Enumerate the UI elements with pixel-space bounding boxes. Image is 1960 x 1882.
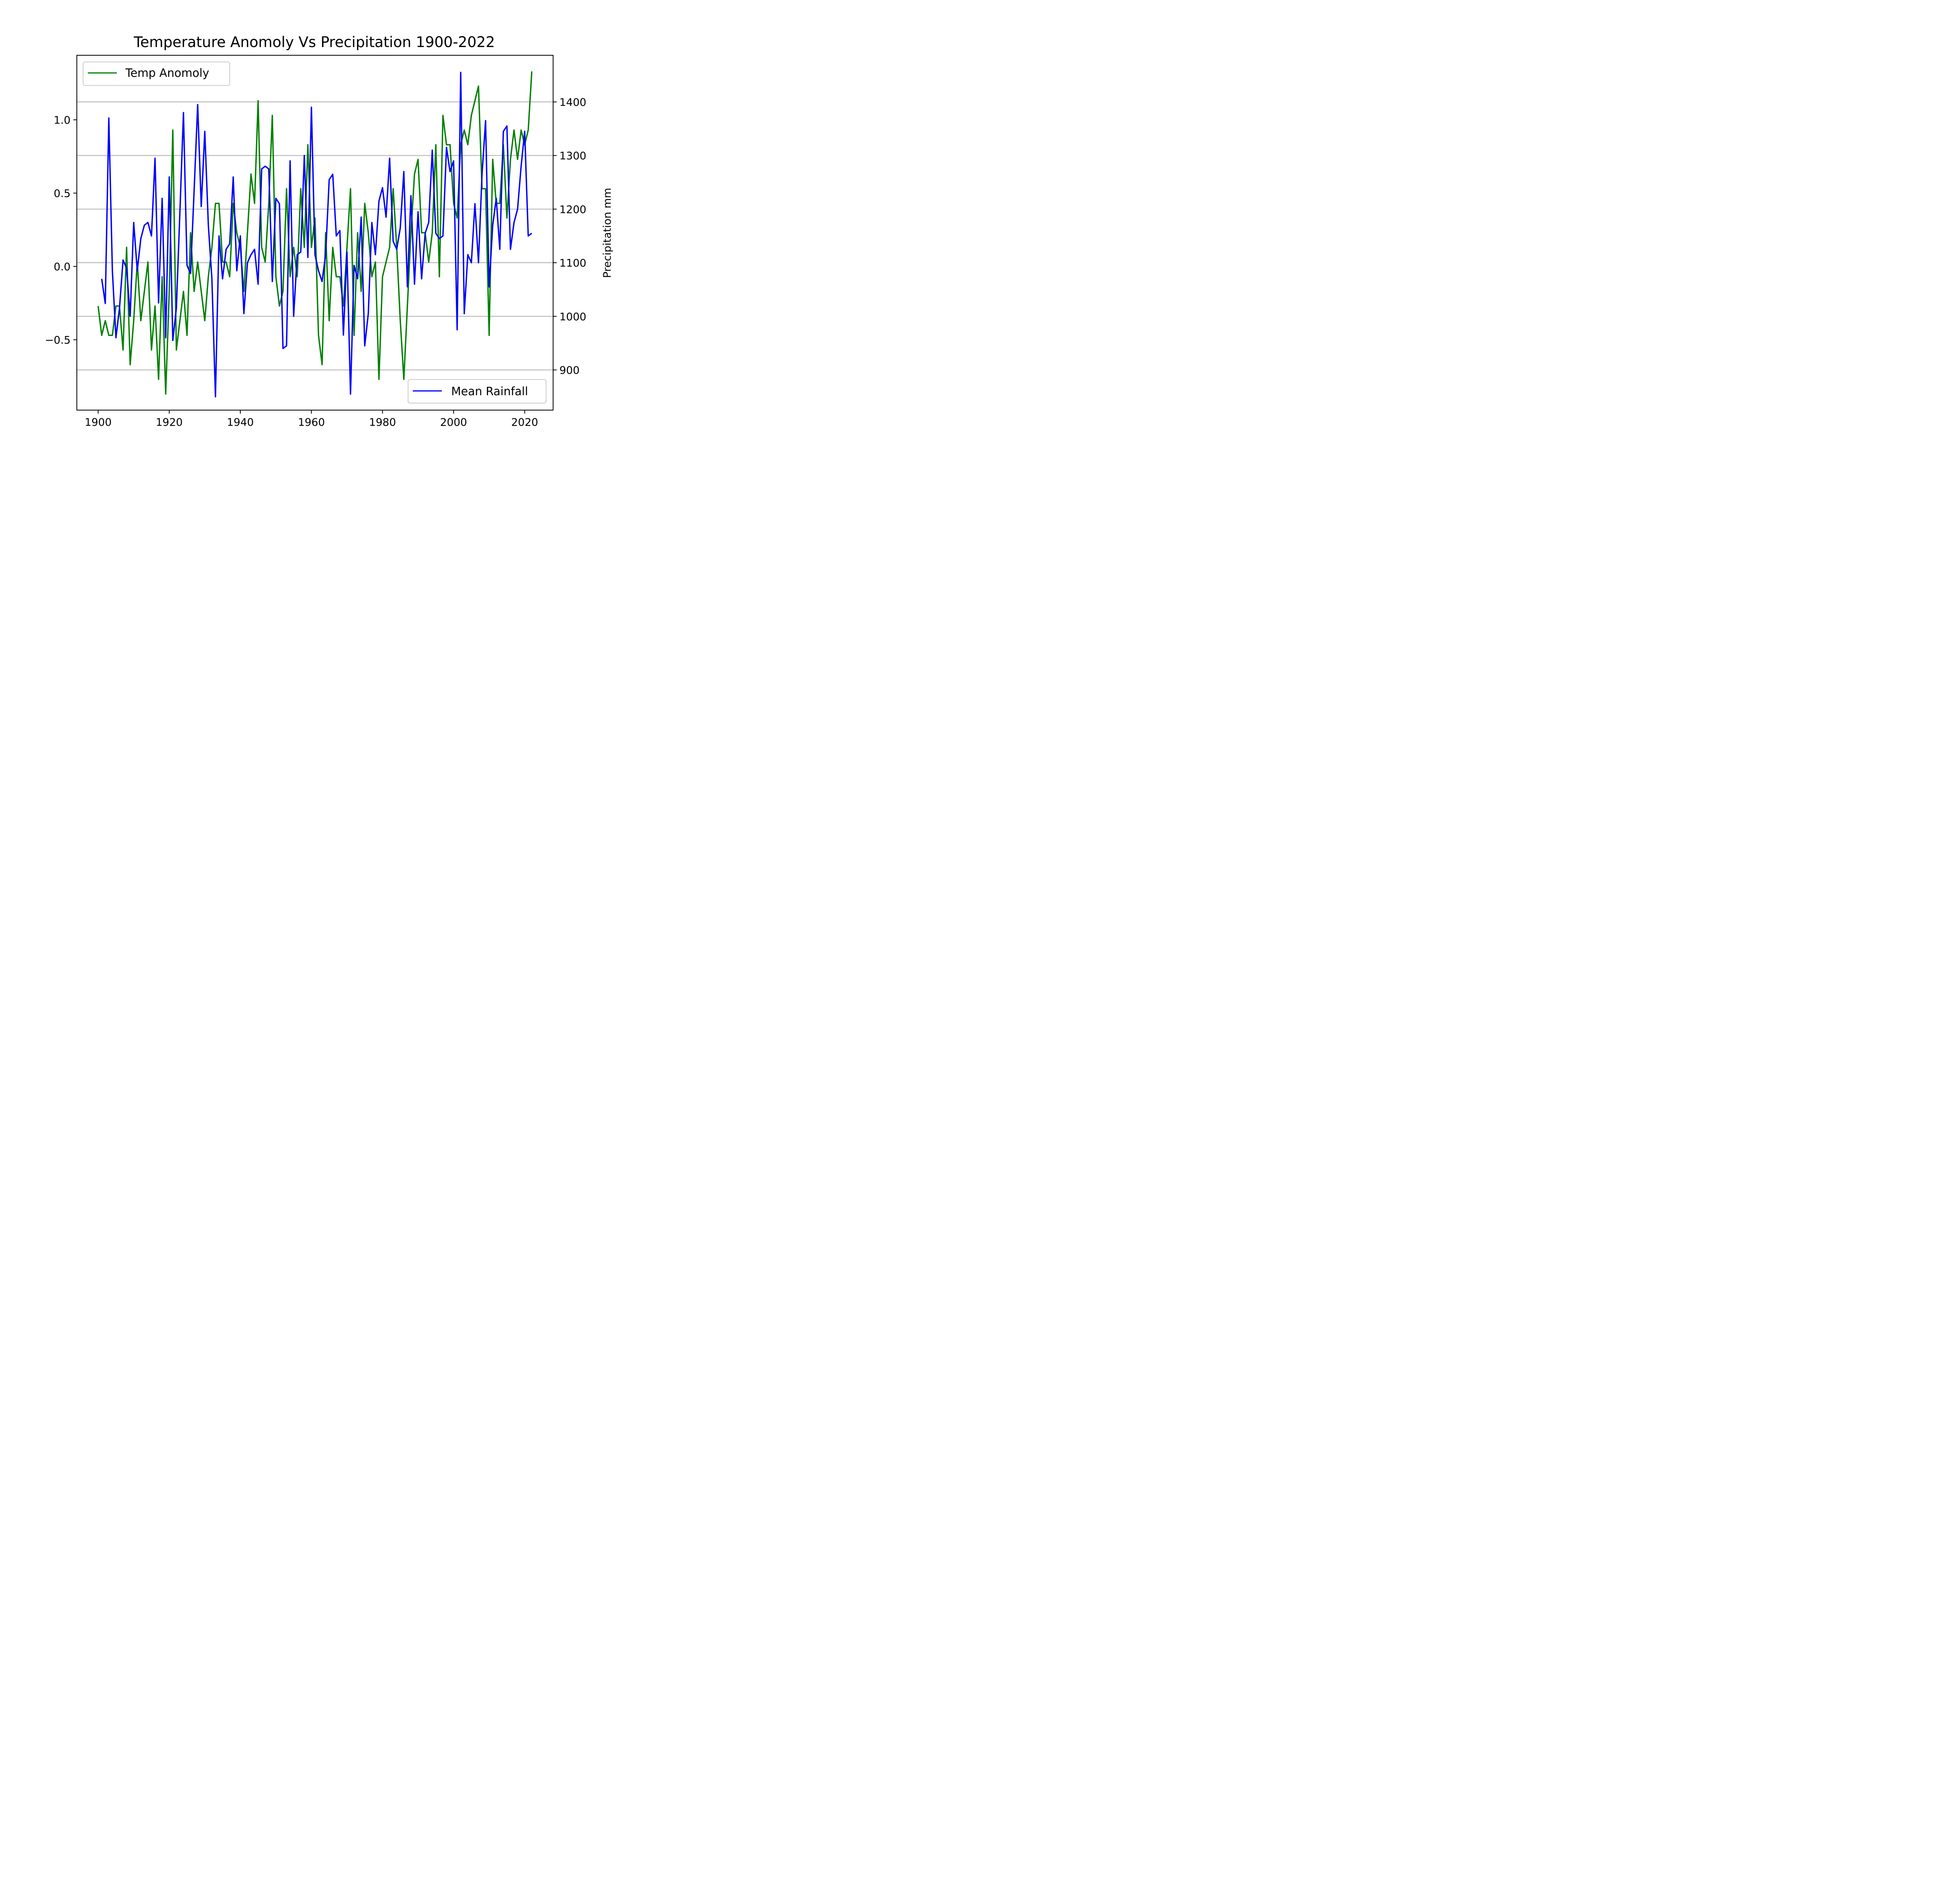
legend-rain-box	[408, 379, 546, 403]
y-right-tick-label: 1200	[559, 203, 586, 216]
y-right-tick-label: 1400	[559, 96, 586, 109]
y-left-tick-label: −0.5	[45, 334, 71, 346]
x-tick-label: 2000	[440, 416, 467, 429]
legend-temp: Temp Anomoly	[83, 62, 230, 86]
x-tick-label: 1980	[369, 416, 396, 429]
y-left-tick-label: 1.0	[54, 114, 71, 127]
y-right-tick-label: 1300	[559, 150, 586, 162]
chart-title: Temperature Anomoly Vs Precipitation 190…	[133, 34, 495, 51]
legend-rain: Mean Rainfall	[408, 379, 546, 403]
y-right-tick-label: 900	[559, 364, 580, 376]
series-line-rain	[101, 72, 532, 398]
legend-rain-label: Mean Rainfall	[451, 385, 528, 398]
y-left-tick-label: 0.5	[54, 188, 71, 200]
y-axis-right-label: Precipitation mm	[601, 188, 613, 278]
y-axis-right: 900 1000 1100 1200 1300 1400	[553, 96, 586, 376]
series-lines	[97, 71, 533, 398]
y-axis-left: −0.5 0.0 0.5 1.0	[45, 114, 77, 346]
y-right-tick-label: 1100	[559, 257, 586, 269]
x-tick-label: 2020	[511, 416, 538, 429]
x-tick-label: 1940	[227, 416, 254, 429]
plot-frame	[76, 55, 554, 411]
chart: Temperature Anomoly Vs Precipitation 190…	[0, 0, 615, 461]
x-axis: 1900 1920 1940 1960 1980 2000 2020	[85, 410, 538, 429]
x-tick-label: 1920	[156, 416, 183, 429]
legend-temp-box	[83, 62, 230, 86]
legend-temp-label: Temp Anomoly	[125, 66, 209, 80]
y-right-tick-label: 1000	[559, 311, 586, 323]
x-tick-label: 1960	[298, 416, 325, 429]
y-left-tick-label: 0.0	[54, 261, 71, 273]
x-tick-label: 1900	[85, 416, 112, 429]
